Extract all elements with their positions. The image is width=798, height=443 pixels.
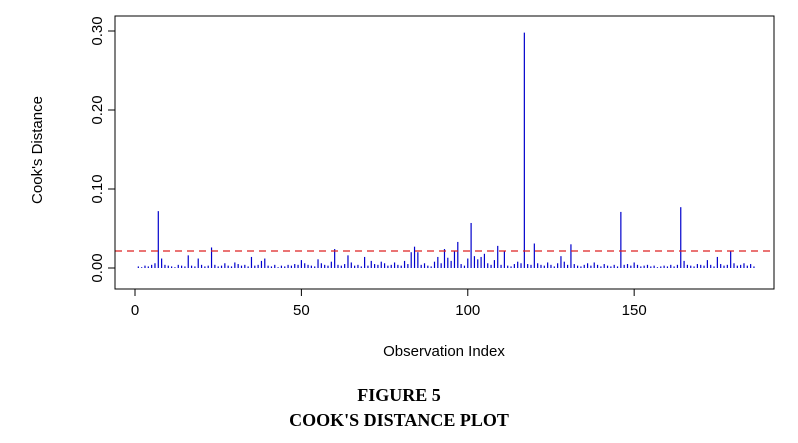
- y-tick-label-2: 0.20: [89, 95, 106, 124]
- figure-title: COOK'S DISTANCE PLOT: [289, 410, 509, 430]
- x-tick-label-100: 100: [455, 302, 480, 319]
- y-tick-label-0: 0.00: [89, 253, 106, 282]
- x-tick-label-50: 50: [293, 302, 310, 319]
- plot-frame: [114, 15, 775, 290]
- y-tick-label-3: 0.30: [89, 16, 106, 45]
- figure-number: FIGURE 5: [357, 385, 441, 405]
- x-axis: 0 50 100 150: [131, 288, 647, 319]
- x-axis-label: Observation Index: [383, 343, 505, 360]
- y-axis-label: Cook's Distance: [29, 96, 46, 204]
- x-tick-label-0: 0: [131, 302, 139, 319]
- y-tick-label-1: 0.10: [89, 174, 106, 203]
- spikes-group: [137, 32, 755, 268]
- cooks-distance-chart: 0 50 100 150 0.00 0.10 0.20 0.30 Observation I…: [29, 15, 775, 360]
- y-axis: 0.00 0.10 0.20 0.30: [89, 16, 116, 283]
- x-tick-label-150: 150: [622, 302, 647, 319]
